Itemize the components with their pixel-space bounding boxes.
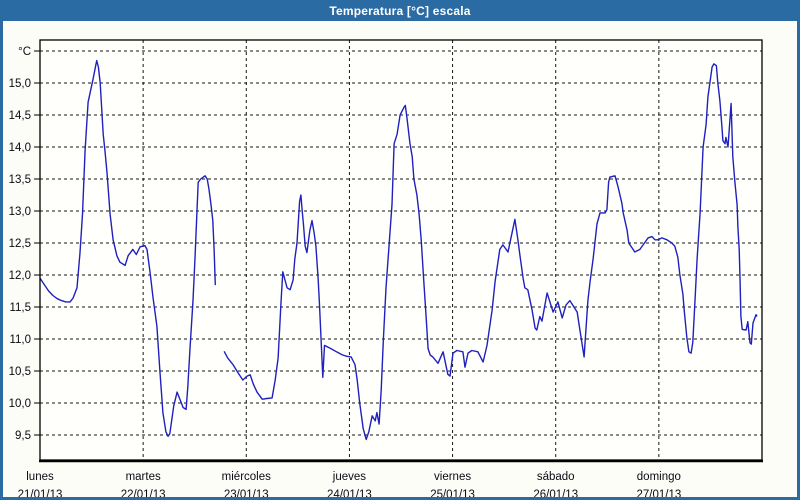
y-tick-label: 13,0: [9, 206, 31, 218]
y-tick-label: 15,0: [9, 78, 31, 90]
x-day-date: 24/01/13: [327, 489, 372, 497]
y-tick-label: °C: [18, 46, 31, 58]
x-day-name: sábado: [537, 471, 575, 483]
x-day-date: 26/01/13: [533, 489, 578, 497]
x-day-date: 23/01/13: [224, 489, 269, 497]
y-axis-labels: °C 15,0 14,5 14,0 13,5 13,0 12,5 12,0 11,5 11,0 10…: [9, 46, 31, 442]
x-day-date: 25/01/13: [430, 489, 475, 497]
y-tick-label: 14,5: [9, 110, 31, 122]
y-tick-label: 11,5: [9, 302, 31, 314]
series-path: [39, 59, 758, 441]
titlebar[interactable]: Temperatura [°C] escala: [0, 0, 800, 21]
y-tick-label: 12,0: [9, 270, 31, 282]
temperature-chart: °C 15,0 14,5 14,0 13,5 13,0 12,5 12,0 11,5 11,0 10…: [9, 39, 763, 497]
x-day-name: jueves: [332, 471, 366, 483]
plot-area: [40, 40, 762, 460]
chart-container: °C 15,0 14,5 14,0 13,5 13,0 12,5 12,0 11,5 11,0 10…: [3, 21, 797, 497]
y-tick-label: 13,5: [9, 174, 31, 186]
x-day-date: 27/01/13: [636, 489, 681, 497]
plot-background: [40, 40, 762, 460]
y-tick-label: 12,5: [9, 238, 31, 250]
temperature-line: [39, 59, 758, 441]
y-tick-label: 9,5: [15, 430, 31, 442]
x-day-name: lunes: [26, 471, 54, 483]
window-title: Temperatura [°C] escala: [329, 3, 471, 18]
x-axis-labels: lunes 21/01/13 martes 22/01/13 miércoles 23/0…: [18, 471, 682, 497]
x-day-name: miércoles: [222, 471, 271, 483]
axes: [34, 39, 763, 463]
y-tick-label: 14,0: [9, 142, 31, 154]
x-day-date: 22/01/13: [121, 489, 166, 497]
y-tick-label: 10,0: [9, 398, 31, 410]
x-day-name: domingo: [637, 471, 681, 483]
x-day-date: 21/01/13: [18, 489, 63, 497]
y-tick-label: 11,0: [9, 334, 31, 346]
x-day-name: martes: [126, 471, 161, 483]
y-tick-label: 10,5: [9, 366, 31, 378]
x-day-name: viernes: [434, 471, 471, 483]
